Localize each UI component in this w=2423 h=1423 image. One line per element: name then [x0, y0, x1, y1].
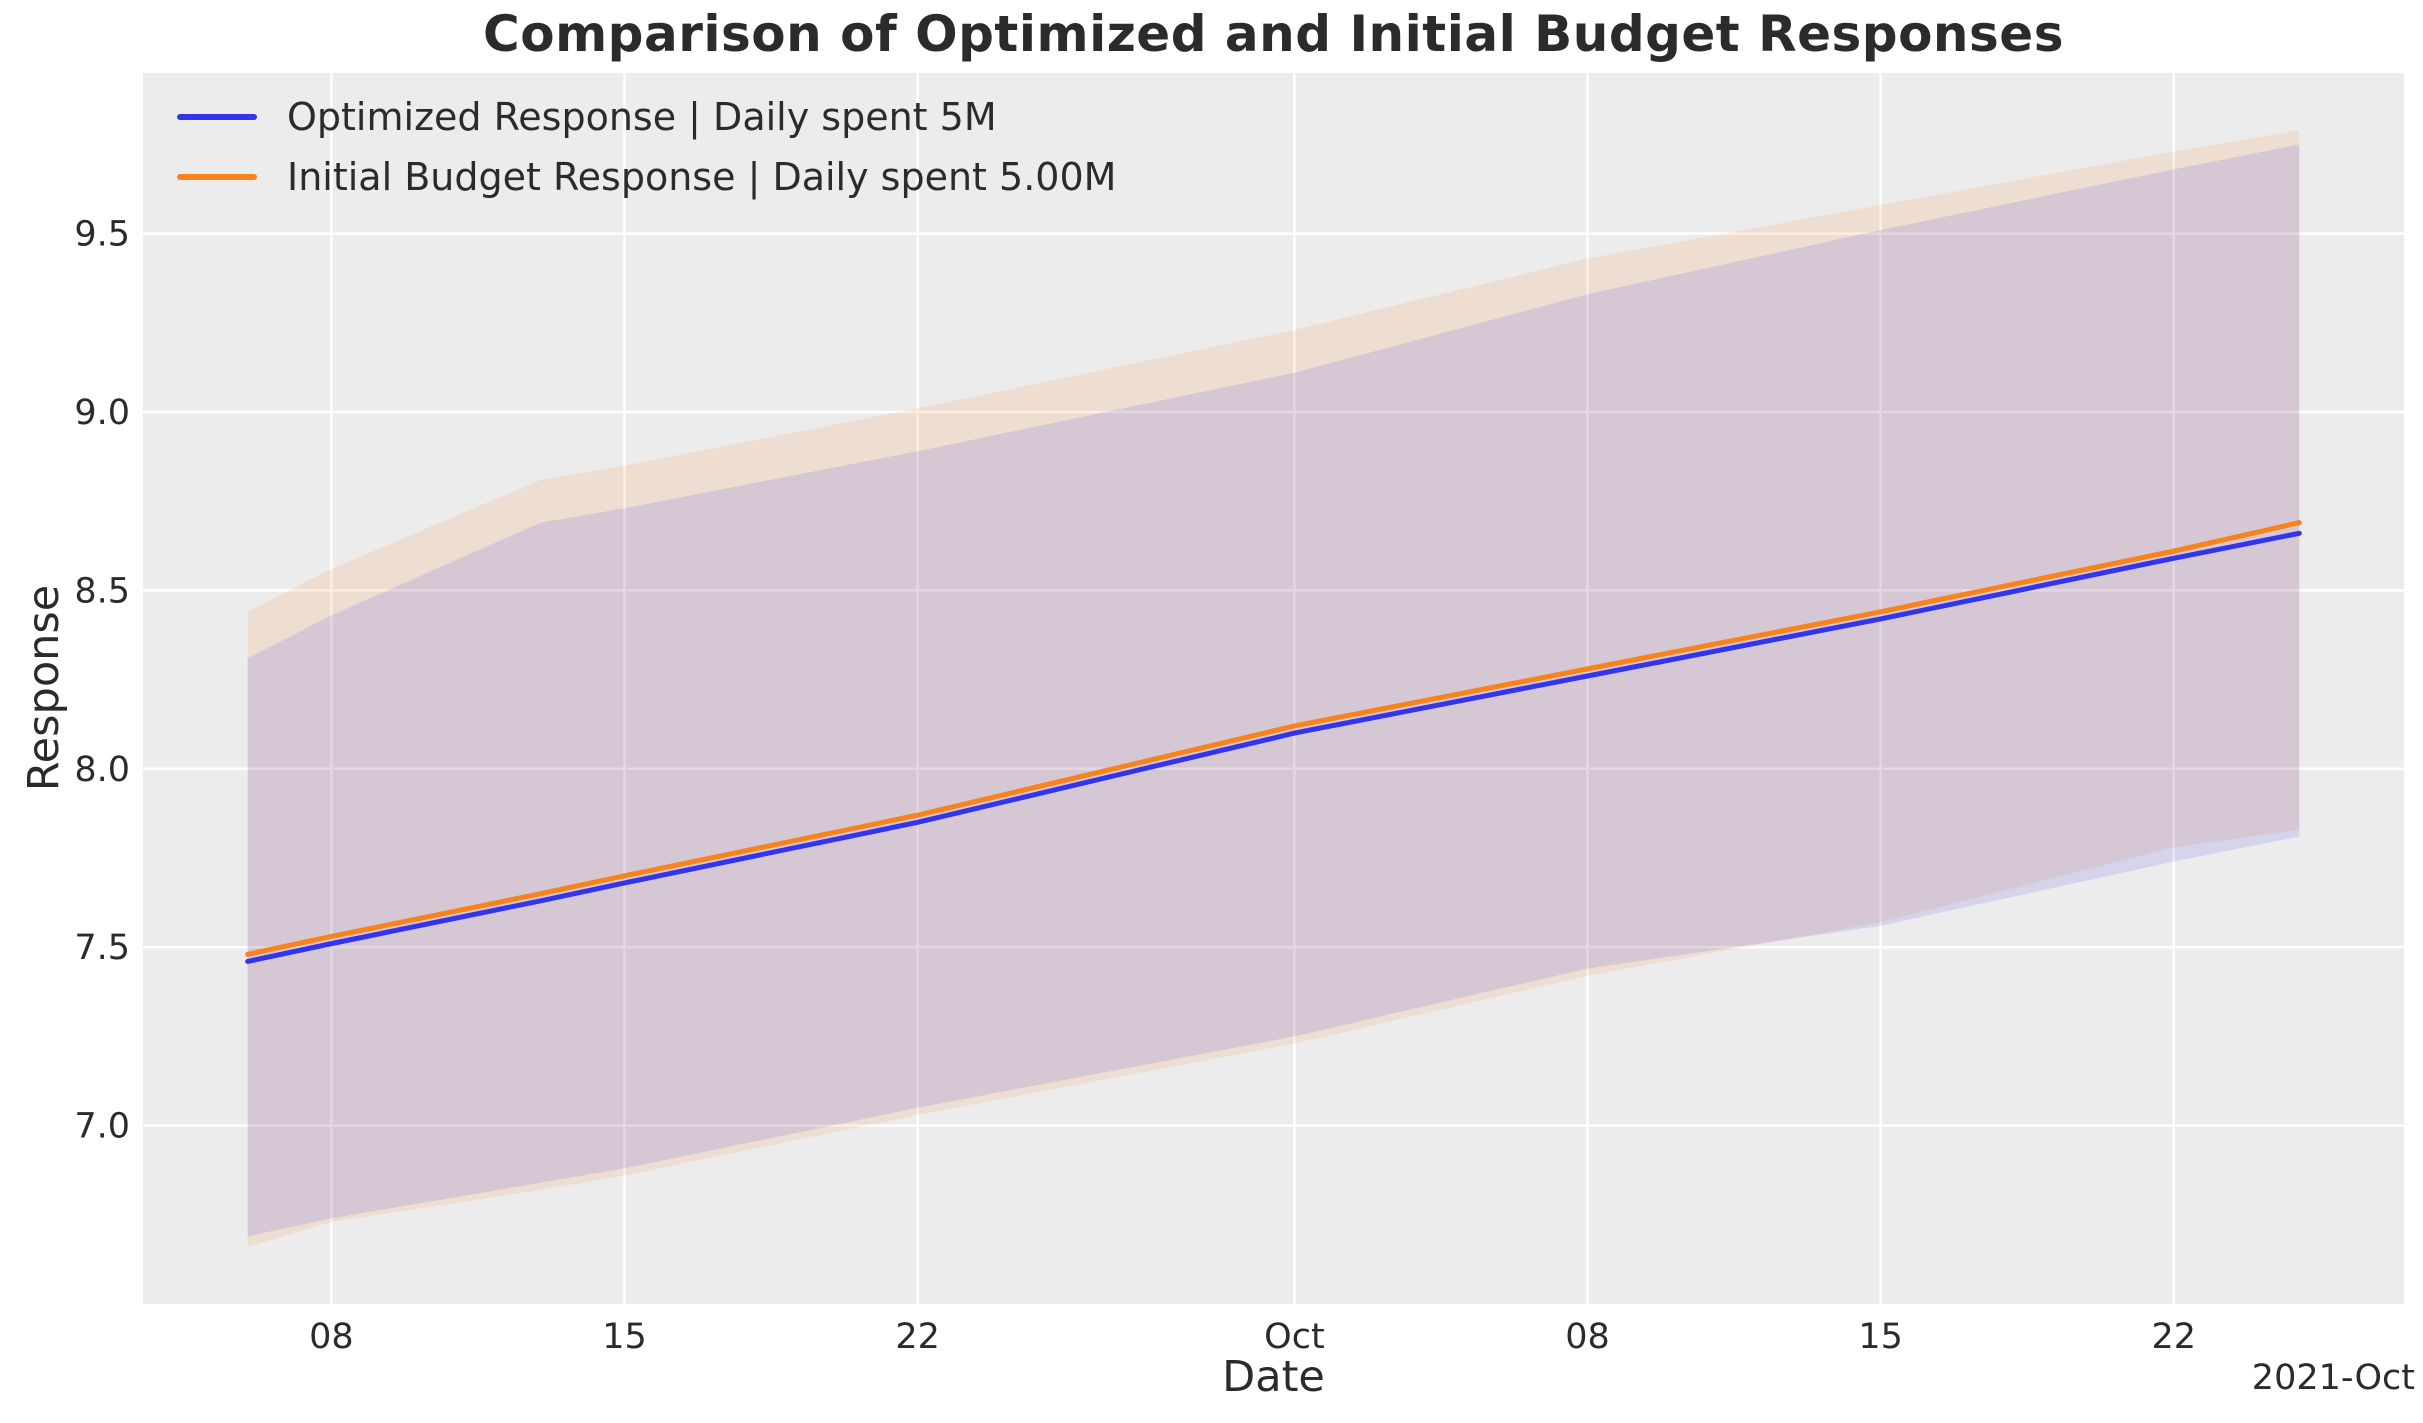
x-tick-label: 22 — [895, 1317, 940, 1357]
initial-line-swatch-icon — [177, 173, 257, 180]
chart-title: Comparison of Optimized and Initial Budg… — [483, 5, 2064, 63]
optimized-line-swatch-icon — [177, 113, 257, 120]
legend-item-optimized: Optimized Response | Daily spent 5M — [177, 94, 1116, 139]
x-tick-label: 22 — [2151, 1317, 2196, 1357]
legend: Optimized Response | Daily spent 5M Init… — [177, 94, 1117, 199]
x-tick-label: 08 — [309, 1317, 354, 1357]
y-tick-label: 8.5 — [74, 571, 130, 611]
x-axis-offset-label: 2021-Oct — [2251, 1358, 2415, 1398]
plot-background — [143, 73, 2404, 1304]
optimized-line — [245, 530, 2302, 964]
legend-label-initial: Initial Budget Response | Daily spent 5.… — [287, 154, 1117, 199]
x-axis-label: Date — [1222, 1352, 1325, 1402]
x-tick-label: 08 — [1565, 1317, 1610, 1357]
x-tick-label: Oct — [1264, 1317, 1325, 1357]
y-axis-label: Response — [19, 584, 69, 792]
legend-label-optimized: Optimized Response | Daily spent 5M — [287, 94, 997, 139]
initial-confidence-band — [247, 130, 2300, 1247]
optimized-confidence-band — [247, 144, 2300, 1237]
x-tick-label: 15 — [602, 1317, 647, 1357]
y-tick-label: 8.0 — [74, 750, 130, 790]
legend-item-initial: Initial Budget Response | Daily spent 5.… — [177, 154, 1117, 199]
y-tick-label: 9.5 — [74, 215, 130, 255]
x-tick-label: 15 — [1858, 1317, 1903, 1357]
initial-line — [245, 520, 2302, 957]
y-tick-label: 9.0 — [74, 393, 130, 433]
y-tick-label: 7.5 — [74, 928, 130, 968]
y-tick-label: 7.0 — [74, 1107, 130, 1147]
